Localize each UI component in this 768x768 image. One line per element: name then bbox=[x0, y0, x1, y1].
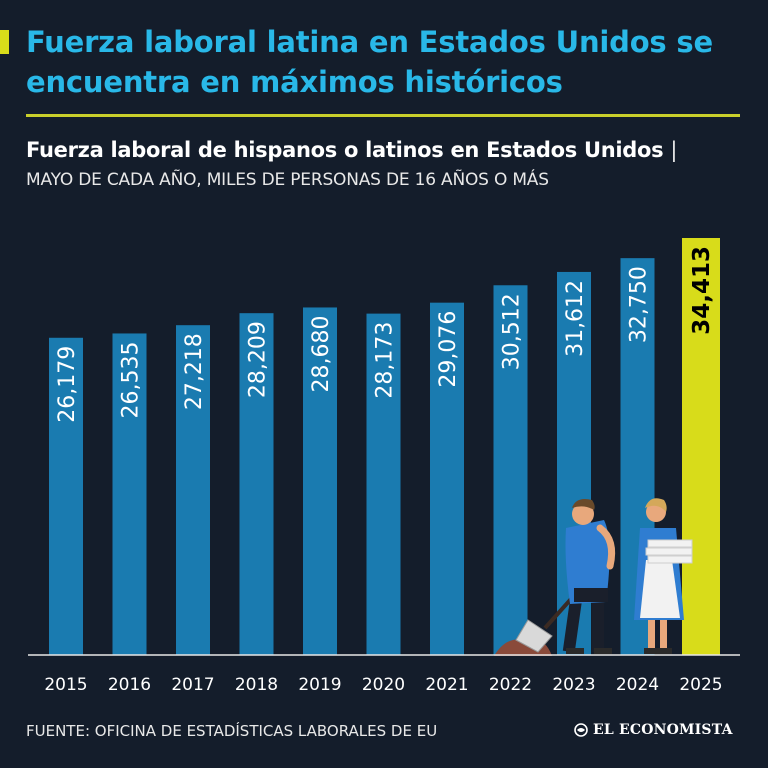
worker1-belt bbox=[574, 588, 608, 602]
x-tick-labels: 2015 2016 2017 2018 2019 2020 2021 2022 2023 2024… bbox=[44, 675, 722, 695]
towel-3 bbox=[647, 555, 693, 564]
x-tick-2015: 2015 bbox=[44, 675, 87, 695]
x-tick-2023: 2023 bbox=[552, 675, 595, 695]
bar-2017 bbox=[176, 325, 210, 655]
bar-2015 bbox=[49, 337, 83, 655]
worker1-hair bbox=[572, 499, 595, 510]
value-label-2018: 28,209 bbox=[246, 321, 271, 398]
x-tick-2016: 2016 bbox=[108, 675, 151, 695]
value-label-2020: 28,173 bbox=[373, 322, 398, 399]
x-tick-2022: 2022 bbox=[489, 675, 532, 695]
towel-1 bbox=[647, 539, 693, 548]
value-label-2024: 32,750 bbox=[627, 266, 652, 343]
subtitle-separator: | bbox=[670, 138, 678, 162]
x-tick-2018: 2018 bbox=[235, 675, 278, 695]
value-label-2015: 26,179 bbox=[55, 346, 80, 423]
worker2-shoe-right bbox=[658, 648, 672, 654]
bar-2020 bbox=[366, 313, 401, 655]
title-rule bbox=[26, 114, 740, 117]
x-tick-2024: 2024 bbox=[616, 675, 659, 695]
headline: Fuerza laboral latina en Estados Unidos … bbox=[26, 25, 713, 99]
units-note: MAYO DE CADA AÑO, MILES DE PERSONAS DE 1… bbox=[26, 170, 549, 190]
worker2-shoe-left bbox=[644, 648, 658, 654]
value-label-2023: 31,612 bbox=[563, 280, 588, 357]
bar-2018 bbox=[239, 313, 274, 655]
source-note: FUENTE: OFICINA DE ESTADÍSTICAS LABORALE… bbox=[26, 722, 438, 740]
workers-illustration bbox=[494, 498, 693, 656]
value-label-2017: 27,218 bbox=[182, 333, 207, 410]
x-tick-2017: 2017 bbox=[171, 675, 214, 695]
value-label-2021: 29,076 bbox=[436, 311, 461, 388]
brand-globe-icon bbox=[574, 723, 588, 737]
worker1-shoe-right bbox=[594, 648, 612, 654]
shovel-blade bbox=[515, 619, 553, 653]
brand-logo: EL ECONOMISTA bbox=[574, 722, 733, 738]
worker1-shirt bbox=[565, 520, 610, 604]
bar-2022 bbox=[493, 285, 528, 655]
bar-2019 bbox=[303, 307, 337, 655]
worker1-arm bbox=[596, 524, 616, 570]
worker2-apron bbox=[640, 560, 680, 618]
worker1-leg-left bbox=[562, 599, 582, 653]
bar-2016 bbox=[112, 333, 147, 655]
chart-subtitle: Fuerza laboral de hispanos o latinos en … bbox=[26, 138, 677, 162]
value-label-2022: 30,512 bbox=[500, 293, 525, 370]
worker2-leg-left bbox=[648, 604, 655, 650]
title-accent-bar bbox=[0, 30, 9, 54]
x-tick-2025: 2025 bbox=[679, 675, 722, 695]
x-tick-2019: 2019 bbox=[298, 675, 341, 695]
value-label-2025: 34,413 bbox=[689, 246, 715, 335]
towel-2 bbox=[645, 547, 693, 556]
worker2-hair bbox=[645, 498, 667, 512]
bars-group: 26,179 26,535 27,218 28,209 28,680 28,173 29,0… bbox=[49, 238, 720, 655]
value-label-2016: 26,535 bbox=[119, 341, 144, 418]
bar-2021 bbox=[430, 302, 464, 655]
bar-2025 bbox=[682, 238, 720, 655]
subtitle-text: Fuerza laboral de hispanos o latinos en … bbox=[26, 138, 664, 162]
worker1-head bbox=[572, 503, 594, 525]
worker1-shoe-left bbox=[566, 648, 584, 654]
value-label-2019: 28,680 bbox=[309, 315, 334, 392]
brand-name: EL ECONOMISTA bbox=[593, 722, 733, 738]
worker1-leg-right bbox=[592, 598, 604, 652]
worker2-leg-right bbox=[660, 604, 667, 650]
x-tick-2020: 2020 bbox=[362, 675, 405, 695]
x-tick-2021: 2021 bbox=[425, 675, 468, 695]
